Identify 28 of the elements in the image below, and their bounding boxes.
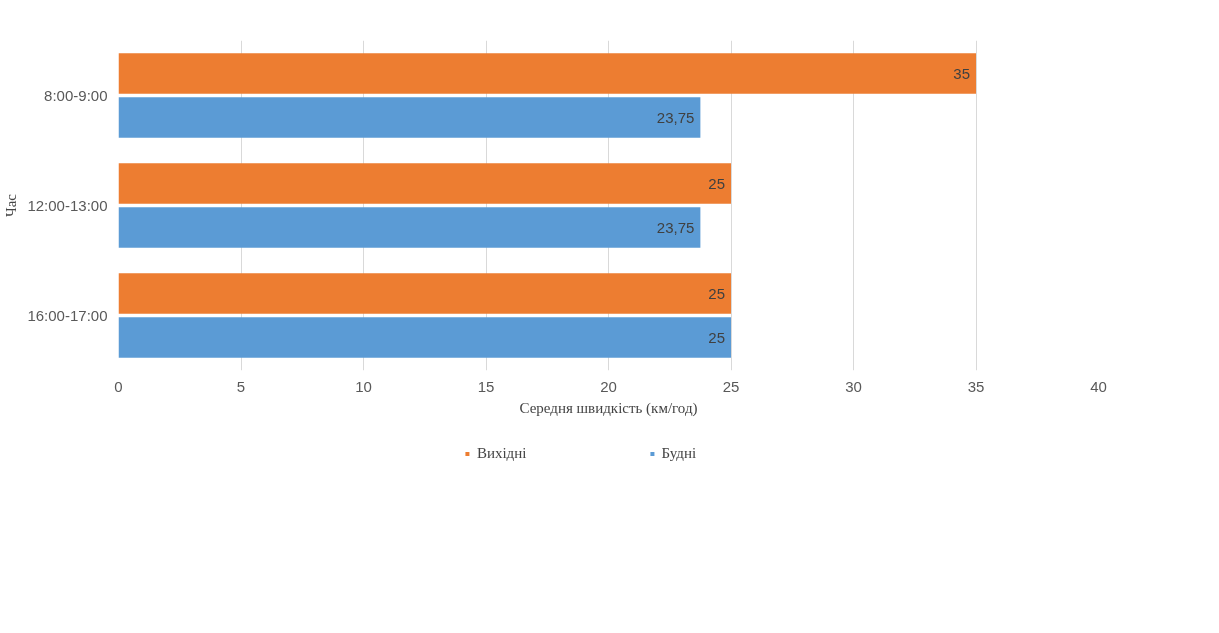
y-tick-label: 16:00-17:00 xyxy=(27,307,108,324)
data-label: 23,75 xyxy=(656,108,695,126)
y-tick-label: 12:00-13:00 xyxy=(27,197,108,214)
x-tick-label: 0 xyxy=(114,377,123,395)
x-tick-label: 20 xyxy=(600,377,617,395)
x-axis-title: Середня швидкість (км/год) xyxy=(519,399,698,417)
x-tick-label: 5 xyxy=(236,377,246,395)
y-axis-title: Час xyxy=(3,193,20,218)
data-label: 35 xyxy=(953,64,970,82)
data-label: 23,75 xyxy=(656,218,695,236)
bar xyxy=(118,53,976,94)
bar xyxy=(118,273,731,314)
x-tick-label: 25 xyxy=(722,377,740,395)
legend-label: Вихідні xyxy=(476,444,527,462)
data-label: 25 xyxy=(708,328,725,346)
bar xyxy=(118,317,731,358)
data-label: 25 xyxy=(708,174,725,192)
x-tick-label: 10 xyxy=(355,377,372,395)
legend-label: Будні xyxy=(661,444,697,462)
y-tick-label: 8:00-9:00 xyxy=(44,87,108,104)
x-tick-label: 15 xyxy=(477,377,495,395)
x-tick-label: 40 xyxy=(1090,377,1107,395)
data-label: 25 xyxy=(708,284,725,302)
x-tick-label: 30 xyxy=(845,377,862,395)
bar xyxy=(118,97,701,138)
bar xyxy=(118,207,701,248)
x-tick-label: 35 xyxy=(967,377,985,395)
bar xyxy=(118,163,731,204)
